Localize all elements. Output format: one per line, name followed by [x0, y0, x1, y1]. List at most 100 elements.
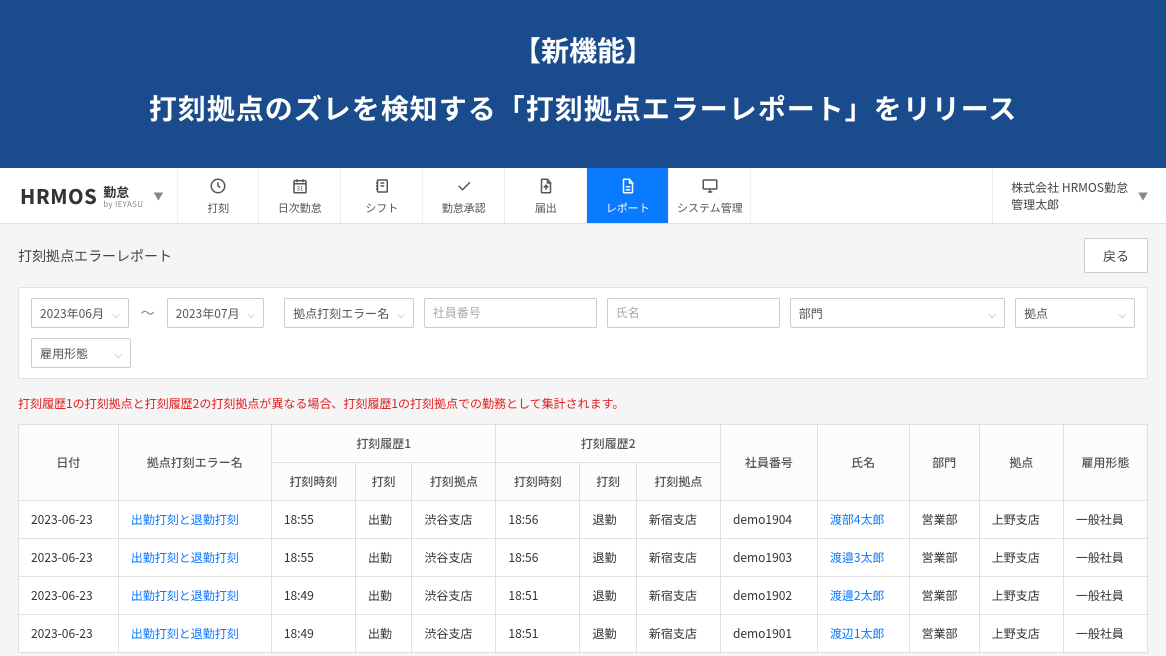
error-report-table: 日付 拠点打刻エラー名 打刻履歴1 打刻履歴2 社員番号 氏名 部門 拠点 雇用… [18, 424, 1148, 653]
chevron-down-icon: ⌵ [1118, 306, 1126, 321]
nav-submit[interactable]: 届出 [505, 168, 587, 223]
clock-icon [208, 176, 228, 196]
cell-base: 上野支店 [979, 539, 1063, 577]
cell-h1-time: 18:55 [271, 539, 355, 577]
cell-base: 上野支店 [979, 501, 1063, 539]
nav-clock[interactable]: 打刻 [177, 168, 259, 223]
th-hist2: 打刻履歴2 [496, 425, 721, 463]
user-company: 株式会社 HRMOS勤怠 [1011, 179, 1128, 196]
cell-date: 2023-06-23 [19, 577, 119, 615]
nav-label: シフト [365, 200, 398, 216]
cell-dept: 営業部 [909, 539, 979, 577]
table-row: 2023-06-23出勤打刻と退勤打刻18:55出勤渋谷支店18:56退勤新宿支… [19, 539, 1148, 577]
cell-h1-time: 18:49 [271, 615, 355, 653]
check-icon [454, 176, 474, 196]
nav-label: 勤怠承認 [442, 200, 486, 216]
chevron-down-icon: ⌵ [988, 306, 996, 321]
cell-h2-base: 新宿支店 [636, 615, 720, 653]
svg-text:31: 31 [296, 183, 303, 192]
th-error: 拠点打刻エラー名 [118, 425, 271, 501]
cell-emp-type: 一般社員 [1063, 501, 1147, 539]
cell-name[interactable]: 渡部4太郎 [817, 501, 909, 539]
hero-banner: 【新機能】 打刻拠点のズレを検知する「打刻拠点エラーレポート」をリリース [0, 0, 1166, 168]
cell-h2-base: 新宿支店 [636, 577, 720, 615]
filter-name-input[interactable] [607, 298, 780, 328]
cell-error[interactable]: 出勤打刻と退勤打刻 [118, 539, 271, 577]
th-dept: 部門 [909, 425, 979, 501]
notebook-icon [372, 176, 392, 196]
filter-emp-no-input[interactable] [424, 298, 597, 328]
brand[interactable]: HRMOS 勤怠 by IEYASU ▼ [0, 168, 177, 223]
th-emp-no: 社員番号 [720, 425, 817, 501]
cell-h2-type: 退勤 [580, 577, 636, 615]
cell-emp-type: 一般社員 [1063, 577, 1147, 615]
table-row: 2023-06-23出勤打刻と退勤打刻18:55出勤渋谷支店18:56退勤新宿支… [19, 501, 1148, 539]
cell-h1-type: 出勤 [355, 615, 411, 653]
cell-name[interactable]: 渡辺1太郎 [817, 615, 909, 653]
chevron-down-icon: ⌵ [114, 346, 122, 361]
hero-title: 打刻拠点のズレを検知する「打刻拠点エラーレポート」をリリース [20, 88, 1146, 128]
nav-approve[interactable]: 勤怠承認 [423, 168, 505, 223]
cell-h1-base: 渋谷支店 [412, 577, 496, 615]
page-title: 打刻拠点エラーレポート [18, 246, 172, 266]
filter-bar: 2023年06月⌵ 〜 2023年07月⌵ 拠点打刻エラー名⌵ 部門⌵ 拠点⌵ … [18, 287, 1148, 379]
nav-label: 日次勤怠 [278, 200, 322, 216]
cell-error[interactable]: 出勤打刻と退勤打刻 [118, 615, 271, 653]
cell-emp-type: 一般社員 [1063, 539, 1147, 577]
cell-h1-time: 18:55 [271, 501, 355, 539]
cell-h2-time: 18:56 [496, 501, 580, 539]
cell-h1-base: 渋谷支店 [412, 615, 496, 653]
cell-error[interactable]: 出勤打刻と退勤打刻 [118, 501, 271, 539]
table-row: 2023-06-23出勤打刻と退勤打刻18:49出勤渋谷支店18:51退勤新宿支… [19, 615, 1148, 653]
filter-to-month[interactable]: 2023年07月⌵ [167, 298, 265, 328]
chevron-down-icon: ⌵ [397, 306, 405, 321]
nav-report[interactable]: レポート [587, 168, 669, 223]
back-button[interactable]: 戻る [1084, 238, 1148, 273]
th-h2-type: 打刻 [580, 463, 636, 501]
th-h2-base: 打刻拠点 [636, 463, 720, 501]
filter-emp-type[interactable]: 雇用形態⌵ [31, 338, 131, 368]
filter-error-name[interactable]: 拠点打刻エラー名⌵ [284, 298, 414, 328]
cell-emp-no: demo1903 [720, 539, 817, 577]
cell-emp-no: demo1904 [720, 501, 817, 539]
file-up-icon [536, 176, 556, 196]
hero-tag: 【新機能】 [20, 30, 1146, 70]
cell-h1-type: 出勤 [355, 539, 411, 577]
th-h2-time: 打刻時刻 [496, 463, 580, 501]
cell-h1-base: 渋谷支店 [412, 501, 496, 539]
cell-name[interactable]: 渡邉3太郎 [817, 539, 909, 577]
calendar-icon: 31 [290, 176, 310, 196]
chevron-down-icon: ▼ [153, 188, 163, 203]
cell-error[interactable]: 出勤打刻と退勤打刻 [118, 577, 271, 615]
filter-dept[interactable]: 部門⌵ [790, 298, 1005, 328]
filter-from-month[interactable]: 2023年06月⌵ [31, 298, 129, 328]
cell-base: 上野支店 [979, 615, 1063, 653]
nav-label: システム管理 [677, 200, 743, 216]
chevron-down-icon: ⌵ [112, 306, 120, 321]
nav-label: 打刻 [207, 200, 229, 216]
nav-daily[interactable]: 31 日次勤怠 [259, 168, 341, 223]
cell-name[interactable]: 渡邊2太郎 [817, 577, 909, 615]
cell-h2-type: 退勤 [580, 539, 636, 577]
cell-h2-base: 新宿支店 [636, 501, 720, 539]
nav-label: レポート [606, 200, 650, 216]
th-h1-base: 打刻拠点 [412, 463, 496, 501]
cell-dept: 営業部 [909, 615, 979, 653]
navbar: HRMOS 勤怠 by IEYASU ▼ 打刻 31 日次勤怠 シフト 勤怠承認 届出レポ… [0, 168, 1166, 224]
cell-h1-time: 18:49 [271, 577, 355, 615]
cell-h2-base: 新宿支店 [636, 539, 720, 577]
warning-text: 打刻履歴1の打刻拠点と打刻履歴2の打刻拠点が異なる場合、打刻履歴1の打刻拠点での… [0, 379, 1166, 424]
cell-dept: 営業部 [909, 577, 979, 615]
cell-h2-time: 18:51 [496, 615, 580, 653]
chevron-down-icon: ▼ [1138, 188, 1148, 203]
cell-h1-base: 渋谷支店 [412, 539, 496, 577]
cell-h2-time: 18:51 [496, 577, 580, 615]
nav-system[interactable]: システム管理 [669, 168, 751, 223]
cell-emp-type: 一般社員 [1063, 615, 1147, 653]
th-h1-time: 打刻時刻 [271, 463, 355, 501]
nav-shift[interactable]: シフト [341, 168, 423, 223]
user-menu[interactable]: 株式会社 HRMOS勤怠 管理太郎 ▼ [992, 168, 1166, 223]
cell-emp-no: demo1902 [720, 577, 817, 615]
filter-base[interactable]: 拠点⌵ [1015, 298, 1135, 328]
cell-h2-time: 18:56 [496, 539, 580, 577]
